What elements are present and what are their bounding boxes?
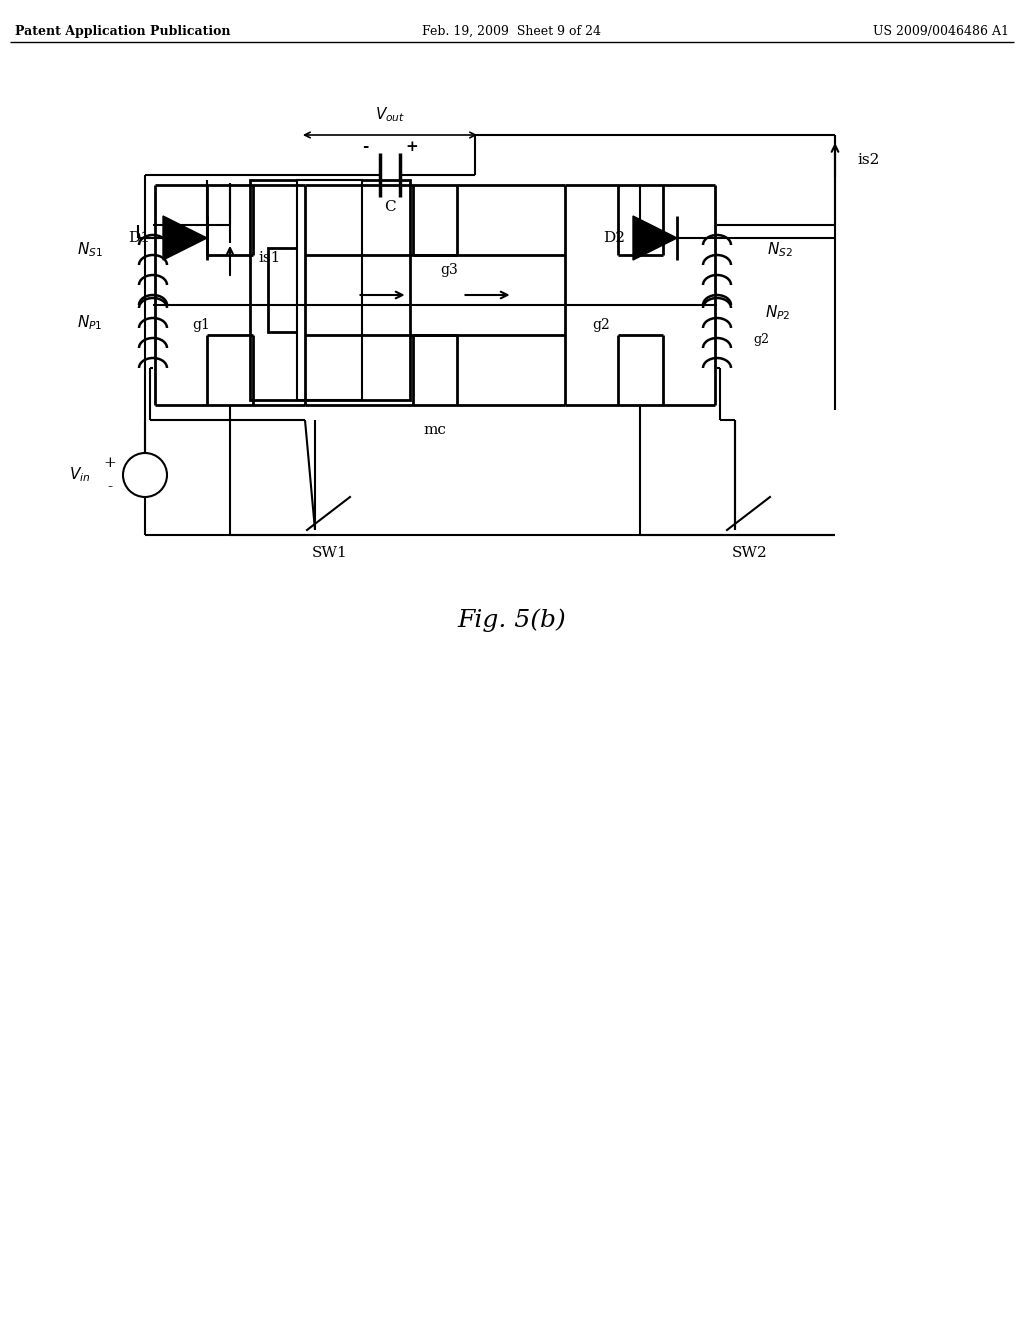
Polygon shape — [163, 216, 207, 260]
Text: Feb. 19, 2009  Sheet 9 of 24: Feb. 19, 2009 Sheet 9 of 24 — [423, 25, 601, 38]
Text: $N_{P1}$: $N_{P1}$ — [78, 314, 103, 333]
Text: $N_{P2}$: $N_{P2}$ — [765, 304, 791, 322]
Text: is2: is2 — [857, 153, 880, 168]
Text: $N_{S1}$: $N_{S1}$ — [77, 240, 103, 259]
Text: g1: g1 — [193, 318, 210, 331]
Text: g3: g3 — [440, 264, 458, 277]
Text: SW2: SW2 — [732, 546, 768, 560]
Text: Fig. 5(b): Fig. 5(b) — [458, 609, 566, 632]
Text: -: - — [361, 140, 369, 154]
Polygon shape — [633, 216, 677, 260]
Text: Patent Application Publication: Patent Application Publication — [15, 25, 230, 38]
Text: is1: is1 — [258, 251, 281, 265]
Text: US 2009/0046486 A1: US 2009/0046486 A1 — [873, 25, 1009, 38]
Text: mc: mc — [424, 422, 446, 437]
Text: +: + — [406, 140, 419, 154]
Text: D1: D1 — [128, 231, 150, 246]
Text: g2: g2 — [593, 318, 610, 331]
Bar — [250, 180, 410, 400]
Bar — [268, 248, 298, 331]
Text: D2: D2 — [603, 231, 625, 246]
Text: $V_{in}$: $V_{in}$ — [69, 466, 90, 484]
Text: SW1: SW1 — [312, 546, 348, 560]
Text: +: + — [103, 455, 117, 470]
Text: g2: g2 — [753, 334, 769, 346]
Text: $V_{out}$: $V_{out}$ — [375, 106, 406, 124]
Text: $N_{S2}$: $N_{S2}$ — [767, 240, 793, 259]
Bar — [298, 180, 362, 400]
Text: -: - — [108, 480, 113, 494]
Text: C: C — [384, 201, 396, 214]
